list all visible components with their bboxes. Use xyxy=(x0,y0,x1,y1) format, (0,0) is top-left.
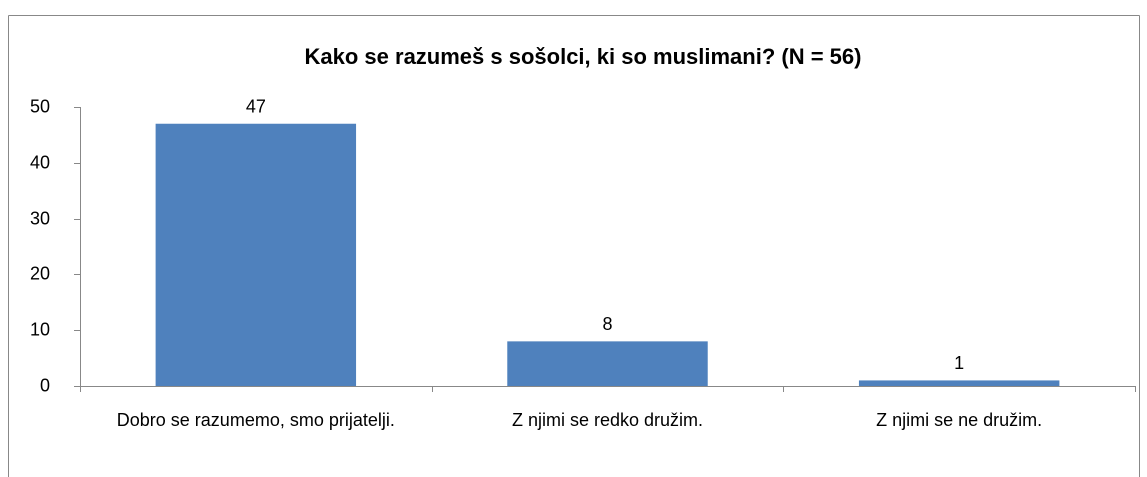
y-tick-label: 20 xyxy=(30,263,50,283)
data-label: 1 xyxy=(954,353,964,373)
x-tick-label-box: Dobro se razumemo, smo prijatelji. xyxy=(116,410,395,430)
bar xyxy=(507,341,708,386)
chart-title: Kako se razumeš s sošolci, ki so muslima… xyxy=(305,44,862,69)
data-label: 47 xyxy=(246,96,266,116)
x-tick-label-box: Z njimi se redko družim. xyxy=(511,410,704,430)
x-tick-label: Z njimi se ne družim. xyxy=(876,410,1043,430)
bar xyxy=(858,380,1060,386)
y-tick-label: 40 xyxy=(30,152,50,172)
data-label: 8 xyxy=(602,314,612,334)
x-tick-label-box: Z njimi se ne družim. xyxy=(876,410,1043,430)
bar xyxy=(155,123,357,387)
y-tick-label: 50 xyxy=(30,96,50,116)
x-tick-label: Z njimi se redko družim. xyxy=(511,410,704,430)
y-tick-label: 10 xyxy=(30,319,50,339)
y-tick-label: 0 xyxy=(40,375,50,395)
x-tick-label: Dobro se razumemo, smo prijatelji. xyxy=(116,410,395,430)
y-tick-label: 30 xyxy=(30,208,50,228)
